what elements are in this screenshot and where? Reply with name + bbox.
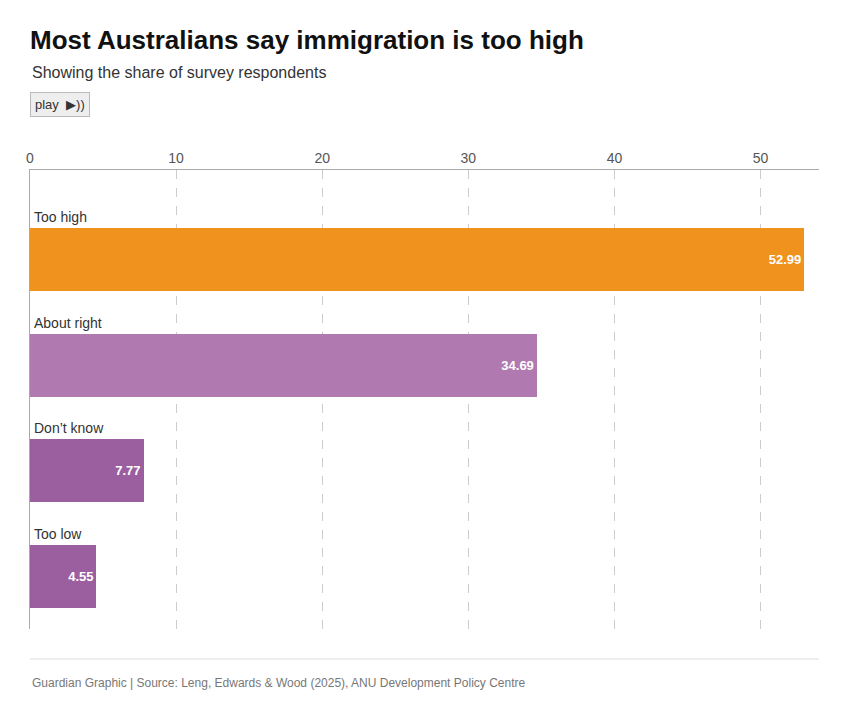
svg-text:30: 30 xyxy=(461,150,477,166)
svg-text:52.99: 52.99 xyxy=(769,252,802,267)
svg-text:34.69: 34.69 xyxy=(501,358,534,373)
svg-text:Most Australians say immigrati: Most Australians say immigration is too … xyxy=(30,25,584,55)
svg-text:10: 10 xyxy=(168,150,184,166)
svg-text:50: 50 xyxy=(753,150,769,166)
svg-text:4.55: 4.55 xyxy=(68,569,93,584)
svg-text:Don’t know: Don’t know xyxy=(34,420,104,436)
svg-text:40: 40 xyxy=(607,150,623,166)
svg-text:play ▶)): play ▶)) xyxy=(35,97,85,112)
svg-text:Guardian Graphic | Source: Len: Guardian Graphic | Source: Leng, Edwards… xyxy=(32,676,525,690)
svg-text:7.77: 7.77 xyxy=(115,463,140,478)
svg-text:Showing the share of survey re: Showing the share of survey respondents xyxy=(32,64,326,81)
svg-text:0: 0 xyxy=(26,150,34,166)
svg-text:About right: About right xyxy=(34,315,102,331)
svg-text:Too low: Too low xyxy=(34,526,82,542)
svg-text:20: 20 xyxy=(314,150,330,166)
svg-text:Too high: Too high xyxy=(34,209,87,225)
